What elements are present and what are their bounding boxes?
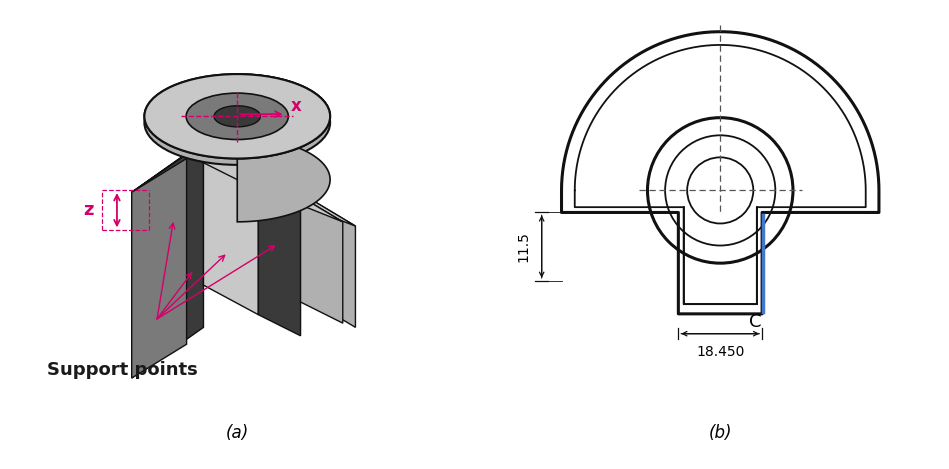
- Polygon shape: [237, 74, 330, 222]
- Polygon shape: [301, 197, 343, 323]
- Polygon shape: [132, 142, 203, 378]
- Ellipse shape: [144, 74, 330, 159]
- Text: C: C: [750, 313, 762, 332]
- Ellipse shape: [214, 106, 260, 127]
- Ellipse shape: [144, 74, 330, 159]
- Polygon shape: [313, 201, 356, 327]
- Text: 18.450: 18.450: [696, 345, 744, 359]
- Ellipse shape: [144, 81, 330, 165]
- Text: x: x: [291, 97, 302, 115]
- Text: 11.5: 11.5: [516, 231, 530, 262]
- Polygon shape: [258, 180, 356, 226]
- Polygon shape: [132, 142, 343, 222]
- Polygon shape: [203, 142, 258, 315]
- Polygon shape: [132, 159, 187, 378]
- Text: (a): (a): [226, 424, 249, 442]
- Ellipse shape: [186, 93, 288, 140]
- Text: Support points: Support points: [47, 361, 198, 378]
- Text: z: z: [84, 201, 94, 219]
- Polygon shape: [258, 171, 301, 336]
- Text: (b): (b): [709, 424, 732, 442]
